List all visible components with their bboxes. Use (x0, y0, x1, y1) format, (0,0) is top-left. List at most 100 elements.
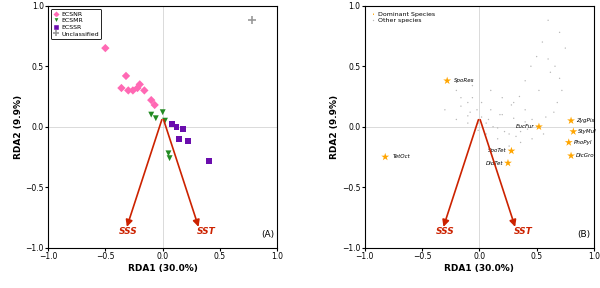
Point (167, 122, 176, 127)
Point (150, 103, 160, 107)
Point (497, 95, 507, 100)
Point (516, 140, 526, 145)
Point (133, 86, 142, 90)
Point (526, 64, 536, 69)
Text: (A): (A) (261, 230, 274, 239)
Point (484, 117, 493, 122)
Point (124, 88, 133, 93)
Point (520, 120, 530, 124)
Point (560, 46, 570, 50)
Legend: ECSNR, ECSMR, ECSSR, Unclassified: ECSNR, ECSMR, ECSSR, Unclassified (51, 9, 101, 39)
Point (550, 64, 560, 69)
Point (506, 103, 516, 107)
Point (452, 117, 461, 122)
Point (534, 88, 544, 93)
Point (555, 76, 565, 81)
Point (532, 124, 541, 129)
Point (553, 100, 562, 105)
Text: StyMul: StyMul (578, 129, 596, 134)
Point (116, 86, 126, 90)
Point (520, 107, 530, 112)
Point (440, 107, 449, 112)
Point (380, 155, 390, 159)
Point (472, 107, 482, 112)
Y-axis label: RDA2 (9.9%): RDA2 (9.9%) (330, 95, 339, 159)
Point (473, 121, 483, 125)
Point (532, 54, 541, 59)
Point (506, 149, 516, 153)
Point (456, 95, 466, 100)
Point (204, 158, 214, 163)
Point (179, 127, 188, 131)
Text: SSS: SSS (119, 227, 137, 236)
Point (539, 132, 548, 136)
Legend: Dominant Species, Other species: Dominant Species, Other species (368, 9, 437, 26)
Point (541, 115, 551, 119)
Point (505, 144, 514, 148)
Point (165, 156, 175, 160)
Text: TetOct: TetOct (393, 154, 411, 160)
Point (520, 78, 530, 83)
Point (481, 132, 491, 136)
Point (500, 129, 509, 134)
Point (549, 110, 559, 115)
Point (466, 110, 475, 115)
Point (456, 104, 466, 109)
Point (463, 121, 473, 125)
Point (174, 137, 184, 141)
Point (555, 30, 565, 35)
Point (183, 139, 193, 143)
Point (544, 57, 553, 61)
Point (516, 129, 526, 134)
Point (158, 110, 167, 115)
Point (467, 95, 477, 100)
Text: ZygPis: ZygPis (575, 118, 594, 123)
Point (569, 129, 578, 134)
Point (544, 18, 553, 22)
Point (488, 124, 498, 129)
Text: SSS: SSS (436, 227, 454, 236)
Point (146, 98, 156, 103)
Point (442, 78, 452, 83)
Point (140, 88, 149, 93)
Point (534, 124, 544, 129)
Point (509, 100, 518, 105)
Point (493, 126, 502, 130)
Point (121, 74, 131, 78)
Point (172, 124, 181, 129)
Text: DidTet: DidTet (486, 160, 503, 166)
X-axis label: RDA1 (30.0%): RDA1 (30.0%) (128, 264, 197, 273)
Point (486, 107, 496, 112)
Point (564, 140, 574, 145)
Point (493, 137, 502, 141)
Point (463, 113, 473, 118)
Point (503, 161, 513, 165)
Point (527, 137, 537, 141)
Point (505, 132, 514, 136)
Point (135, 82, 145, 87)
Point (566, 118, 576, 123)
Point (473, 128, 483, 133)
Point (463, 100, 473, 105)
Point (497, 112, 507, 117)
Point (477, 100, 487, 105)
Point (538, 40, 547, 44)
Point (151, 116, 161, 121)
Point (481, 121, 491, 125)
Text: SST: SST (197, 227, 215, 236)
Point (477, 115, 487, 119)
X-axis label: RDA1 (30.0%): RDA1 (30.0%) (445, 264, 514, 273)
Point (160, 118, 170, 123)
Point (467, 83, 477, 88)
Point (128, 88, 137, 93)
Point (495, 112, 505, 117)
Point (509, 116, 518, 121)
Point (545, 70, 555, 75)
Text: SpoRes: SpoRes (454, 78, 475, 83)
Point (247, 18, 257, 22)
Point (511, 134, 521, 139)
Text: EucFur: EucFur (516, 124, 535, 129)
Point (452, 88, 461, 93)
Point (164, 151, 173, 156)
Point (486, 88, 496, 93)
